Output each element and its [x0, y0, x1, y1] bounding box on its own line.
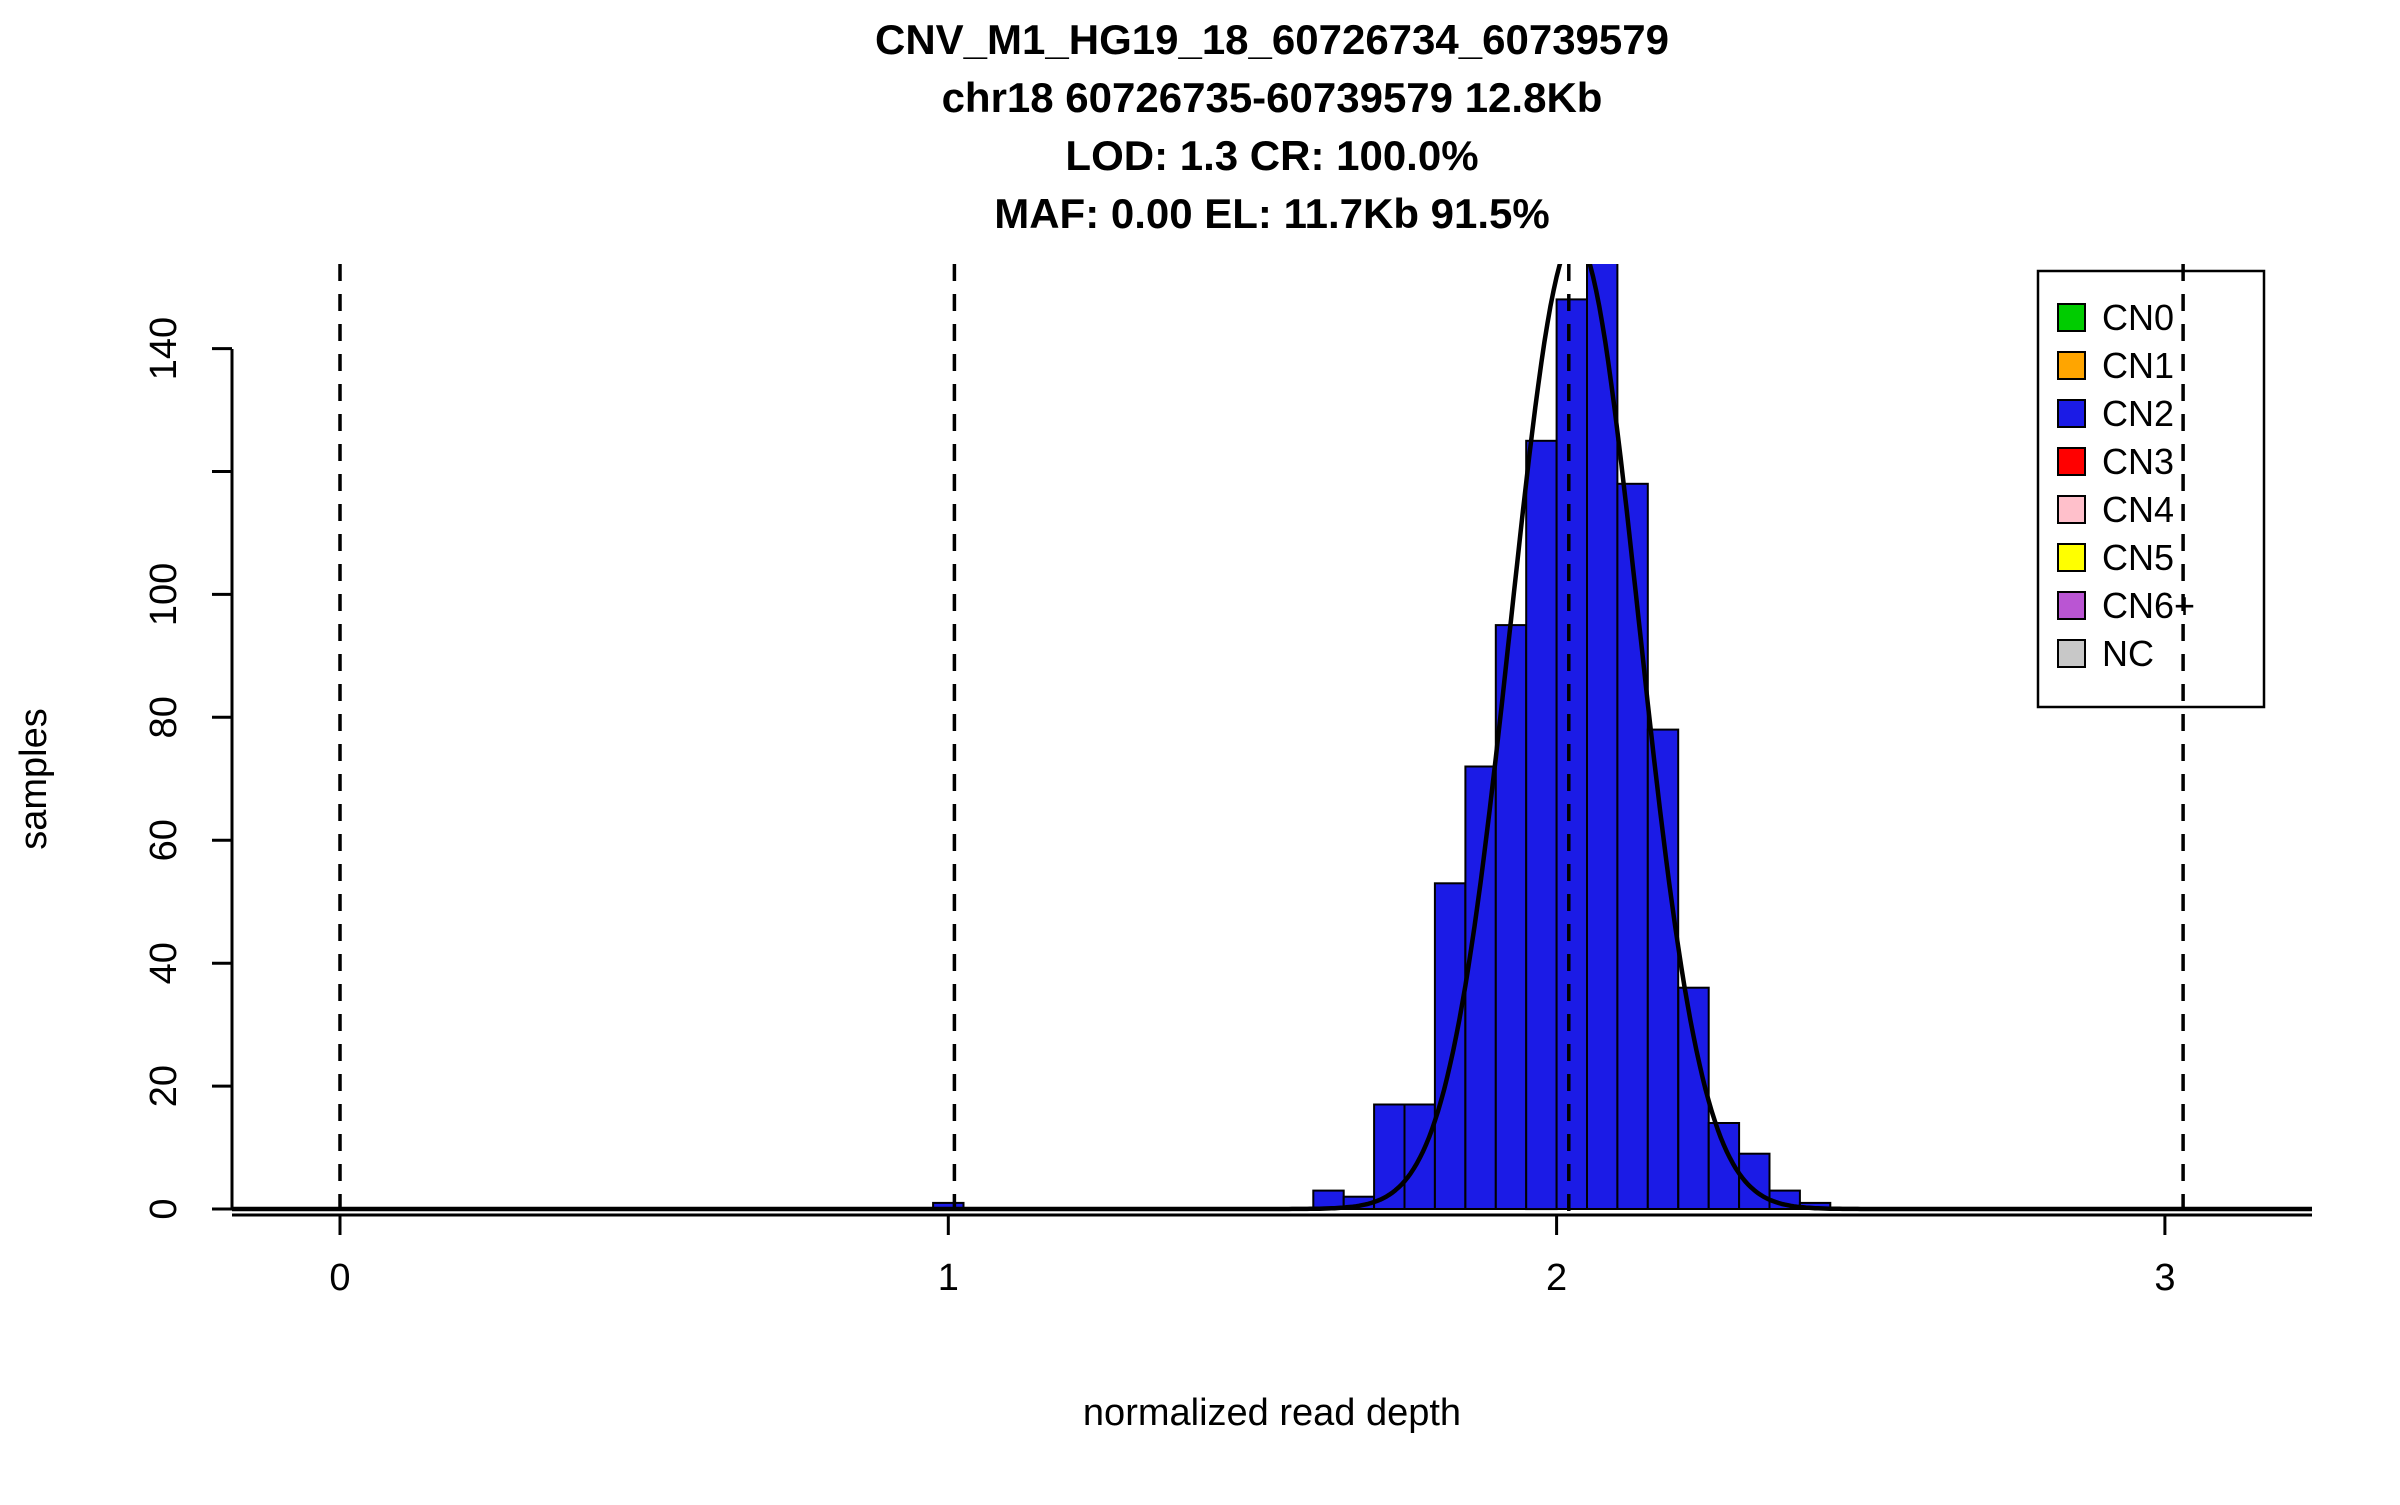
x-tick-label: 0: [329, 1257, 350, 1299]
legend-item-cn4: CN4: [2057, 489, 2174, 530]
histogram-bars-layer: [932, 264, 1832, 1211]
chart-title-line2: chr18 60726735-60739579 12.8Kb: [942, 74, 1603, 121]
legend-swatch-cn4: [2057, 495, 2086, 524]
x-tick-label: 2: [1546, 1257, 1567, 1299]
x-tick-label: 1: [938, 1257, 959, 1299]
legend-item-cn2: CN2: [2057, 393, 2174, 434]
y-tick-label: 0: [143, 1198, 185, 1219]
copy-number-dashed-lines: [338, 264, 2185, 1215]
legend-label-cn0: CN0: [2102, 297, 2174, 338]
legend-label-cn3: CN3: [2102, 441, 2174, 482]
histogram-bar: [1646, 728, 1680, 1210]
chart-title-line4: MAF: 0.00 EL: 11.7Kb 91.5%: [994, 190, 1550, 237]
legend-swatch-cn1: [2057, 351, 2086, 380]
legend-swatch-cn2: [2057, 399, 2086, 428]
legend-swatch-cn6plus: [2057, 591, 2086, 620]
legend-item-nc: NC: [2057, 633, 2154, 674]
legend-label-nc: NC: [2102, 633, 2154, 674]
histogram-bar: [1433, 882, 1467, 1210]
y-tick-label: 80: [143, 696, 185, 738]
histogram-bar: [1464, 765, 1497, 1210]
legend-item-cn0: CN0: [2057, 297, 2174, 338]
legend: CN0 CN1 CN2 CN3 CN4 CN5: [2036, 269, 2266, 709]
histogram-bar: [1677, 986, 1710, 1211]
chart-title-line3: LOD: 1.3 CR: 100.0%: [1065, 132, 1478, 179]
axes: 0 1 2 3 0 20 40 60 80 100 140: [143, 317, 2312, 1299]
legend-label-cn1: CN1: [2102, 345, 2174, 386]
gaussian-fit-curve: [232, 264, 2312, 1212]
legend-label-cn2: CN2: [2102, 393, 2174, 434]
x-axis-ticks: 0 1 2 3: [329, 1215, 2175, 1299]
histogram-bar: [1555, 298, 1588, 1210]
legend-swatch-cn0: [2057, 303, 2086, 332]
x-axis-label: normalized read depth: [1083, 1392, 1461, 1434]
legend-label-cn5: CN5: [2102, 537, 2174, 578]
histogram-bar: [1525, 439, 1558, 1211]
histogram-bar: [1616, 482, 1649, 1210]
legend-swatch-cn3: [2057, 447, 2086, 476]
chart-title-line1: CNV_M1_HG19_18_60726734_60739579: [875, 16, 1669, 63]
y-tick-label: 60: [143, 819, 185, 861]
y-axis-ticks: 0 20 40 60 80 100 140: [143, 317, 232, 1220]
legend-box: [2036, 269, 2266, 709]
y-tick-label: 140: [143, 317, 185, 380]
y-tick-label: 40: [143, 942, 185, 984]
y-tick-label: 100: [143, 563, 185, 626]
x-tick-label: 3: [2154, 1257, 2175, 1299]
y-tick-label: 20: [143, 1065, 185, 1107]
legend-swatch-cn5: [2057, 543, 2086, 572]
legend-item-cn3: CN3: [2057, 441, 2174, 482]
legend-swatch-nc: [2057, 639, 2086, 668]
legend-item-cn6plus: CN6+: [2057, 585, 2195, 626]
legend-item-cn1: CN1: [2057, 345, 2174, 386]
legend-item-cn5: CN5: [2057, 537, 2174, 578]
legend-label-cn6plus: CN6+: [2102, 585, 2195, 626]
y-axis-label: samples: [13, 708, 55, 850]
legend-label-cn4: CN4: [2102, 489, 2174, 530]
